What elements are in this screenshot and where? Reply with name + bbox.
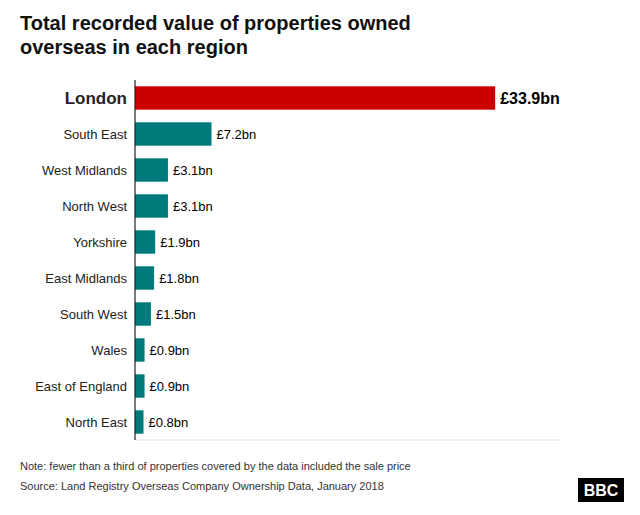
background <box>0 0 640 515</box>
chart-svg: Total recorded value of properties owned… <box>0 0 640 515</box>
data-label: £0.9bn <box>150 343 190 358</box>
bar <box>135 374 145 397</box>
bar <box>135 194 168 217</box>
data-label: £3.1bn <box>173 199 213 214</box>
logo: BBC <box>578 478 624 502</box>
bar <box>135 410 144 433</box>
category-label: North West <box>62 199 127 214</box>
bar <box>135 230 155 253</box>
category-label: Wales <box>91 343 127 358</box>
logo-text: BBC <box>584 482 619 499</box>
bar <box>135 158 168 181</box>
data-label: £7.2bn <box>217 127 257 142</box>
data-label: £3.1bn <box>173 163 213 178</box>
chart-container: Total recorded value of properties owned… <box>0 0 640 515</box>
data-label: £33.9bn <box>500 90 560 107</box>
data-label: £0.9bn <box>150 379 190 394</box>
logo-box <box>578 478 624 502</box>
category-label: South East <box>63 127 127 142</box>
category-label: West Midlands <box>42 163 128 178</box>
category-label: East of England <box>35 379 127 394</box>
title: Total recorded value of properties owned… <box>20 12 411 58</box>
data-label: £0.8bn <box>149 415 189 430</box>
data-label: £1.8bn <box>159 271 199 286</box>
x-axis-range <box>135 440 560 441</box>
annotation: Source: Land Registry Overseas Company O… <box>20 480 384 492</box>
data-label: £1.5bn <box>156 307 196 322</box>
annotation: Note: fewer than a third of properties c… <box>20 460 411 472</box>
bars <box>135 86 495 433</box>
category-label: North East <box>66 415 128 430</box>
bar <box>135 122 212 145</box>
category-label: London <box>65 89 127 108</box>
bar <box>135 86 495 109</box>
bar <box>135 266 154 289</box>
category-label: South West <box>60 307 127 322</box>
category-label: Yorkshire <box>73 235 127 250</box>
data-label: £1.9bn <box>160 235 200 250</box>
bar <box>135 302 151 325</box>
bar <box>135 338 145 361</box>
y-axis-line <box>134 80 135 440</box>
category-label: East Midlands <box>45 271 127 286</box>
